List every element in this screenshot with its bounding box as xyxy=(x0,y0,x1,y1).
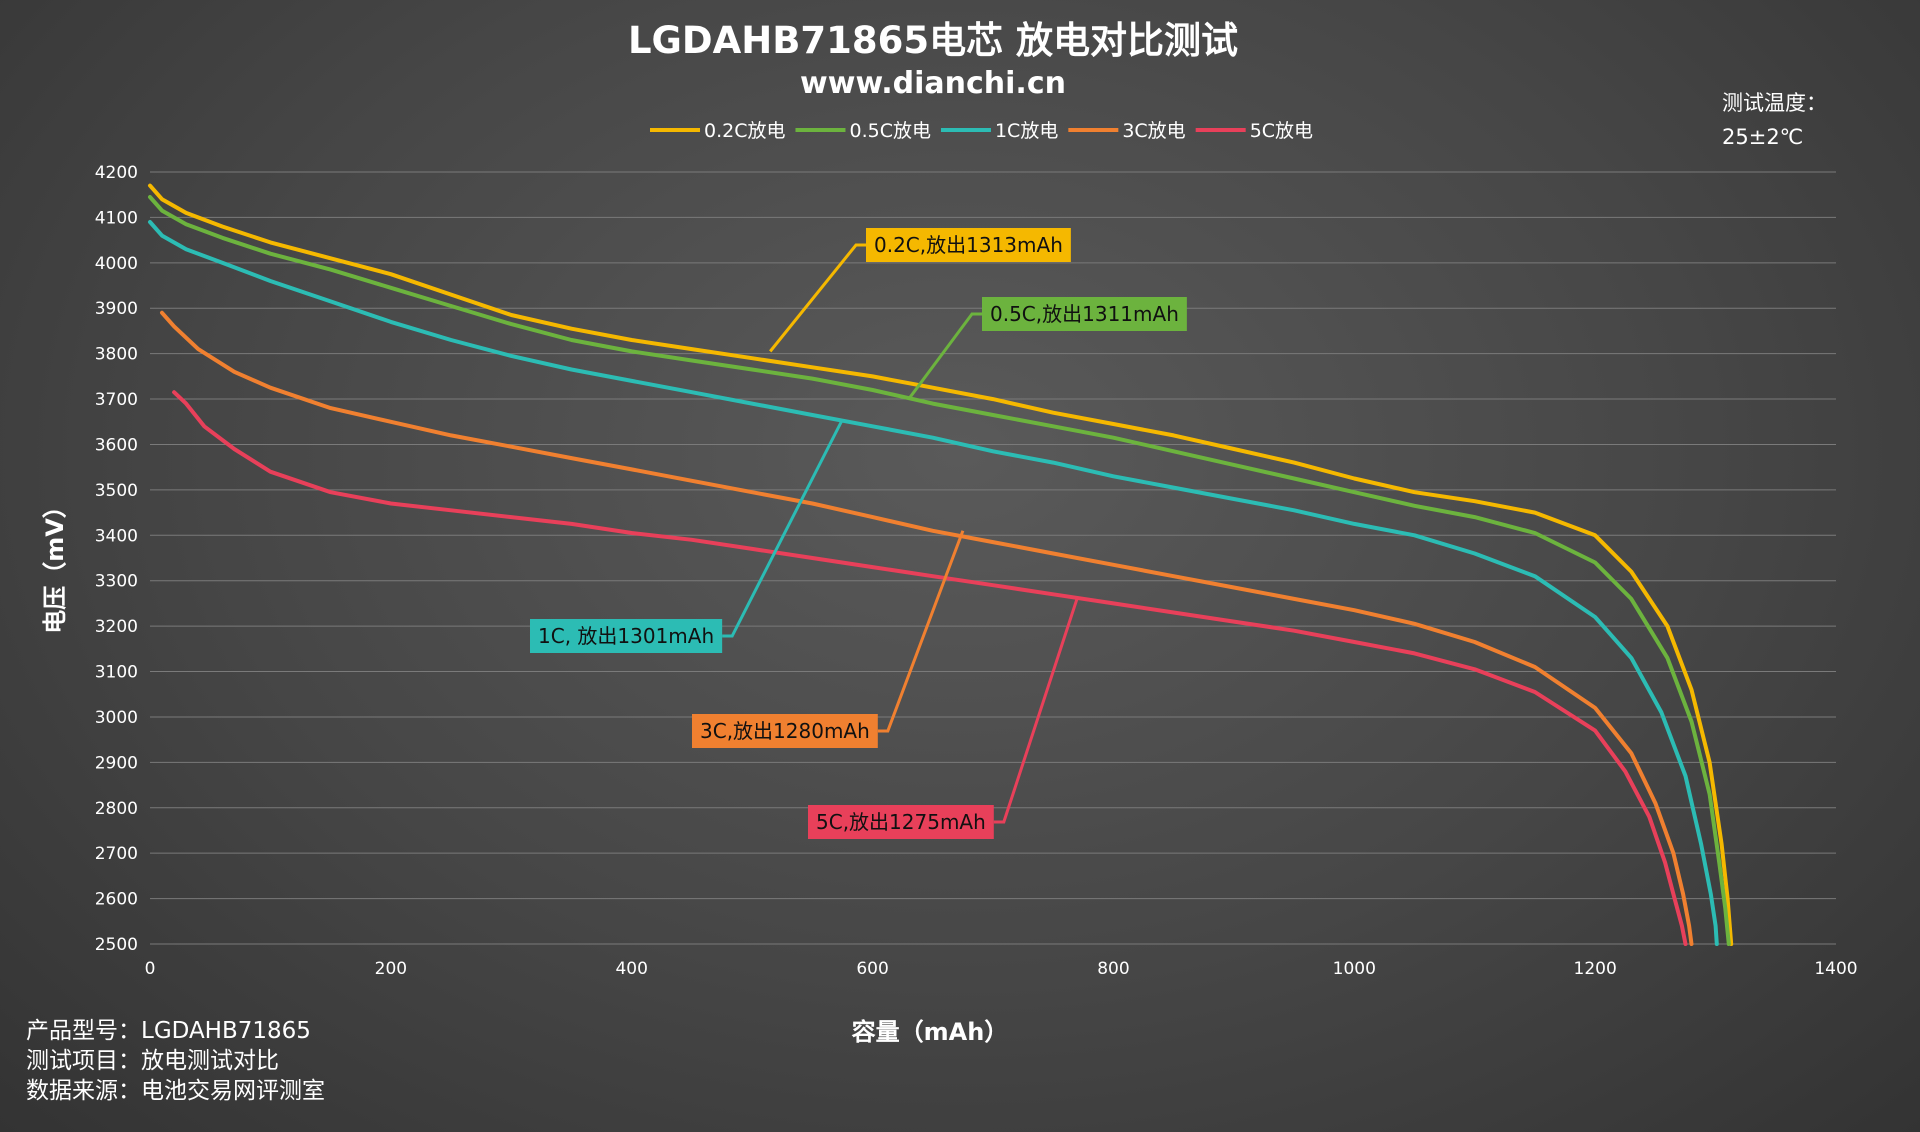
callout-2: 1C, 放出1301mAh xyxy=(530,418,844,653)
series-line-0 xyxy=(148,183,1734,946)
legend-label-1: 0.5C放电 xyxy=(849,120,930,142)
x-axis-ticks: 0 200 400 600 800 1000 1200 1400 xyxy=(145,959,1858,979)
chart-title: LGDAHB71865电芯 放电对比测试 xyxy=(628,19,1238,62)
series-line-2 xyxy=(148,220,1719,946)
callout-label: 0.2C,放出1313mAh xyxy=(874,233,1063,257)
y-tick-label: 3300 xyxy=(95,572,138,592)
callout-leader xyxy=(722,418,844,638)
callout-label: 0.5C,放出1311mAh xyxy=(990,302,1179,326)
chart-subtitle: www.dianchi.cn xyxy=(800,66,1066,101)
y-tick-label: 3400 xyxy=(95,526,138,546)
y-tick-label: 2700 xyxy=(95,844,138,864)
callout-box xyxy=(692,714,878,748)
y-tick-label: 3600 xyxy=(95,435,138,455)
callout-0: 0.2C,放出1313mAh xyxy=(769,228,1071,353)
y-tick-label: 3700 xyxy=(95,390,138,410)
series-line-1 xyxy=(148,195,1731,946)
legend: 0.2C放电 0.5C放电 1C放电 3C放电 5C放电 xyxy=(650,120,1313,142)
x-tick-label: 1200 xyxy=(1574,959,1617,979)
y-axis-ticks: 2500 2600 2700 2800 2900 3000 3100 3200 3300 3400… xyxy=(95,163,138,955)
y-tick-label: 2900 xyxy=(95,753,138,773)
x-tick-label: 600 xyxy=(856,959,888,979)
y-tick-label: 2800 xyxy=(95,799,138,819)
callouts: 0.2C,放出1313mAh 0.5C,放出1311mAh 1C, 放出1301mA… xyxy=(530,228,1187,839)
callout-leader xyxy=(993,597,1079,824)
y-tick-label: 4000 xyxy=(95,254,138,274)
callout-box xyxy=(982,297,1187,331)
x-tick-label: 200 xyxy=(375,959,407,979)
callout-label: 1C, 放出1301mAh xyxy=(538,624,714,648)
x-tick-label: 0 xyxy=(145,959,156,979)
test-item: 测试项目：放电测试对比 xyxy=(26,1048,279,1074)
y-tick-label: 2500 xyxy=(95,935,138,955)
x-tick-label: 1400 xyxy=(1814,959,1857,979)
y-tick-label: 3200 xyxy=(95,617,138,637)
callout-box xyxy=(866,228,1071,262)
y-tick-label: 3500 xyxy=(95,481,138,501)
y-tick-label: 3000 xyxy=(95,708,138,728)
legend-label-3: 3C放电 xyxy=(1122,120,1185,142)
y-tick-label: 3100 xyxy=(95,663,138,683)
legend-label-4: 5C放电 xyxy=(1250,120,1313,142)
callout-box xyxy=(530,619,723,653)
legend-label-0: 0.2C放电 xyxy=(704,120,785,142)
callout-3: 3C,放出1280mAh xyxy=(692,530,965,748)
callout-leader xyxy=(907,312,982,400)
y-tick-label: 4100 xyxy=(95,208,138,228)
callout-1: 0.5C,放出1311mAh xyxy=(907,297,1187,400)
y-tick-label: 4200 xyxy=(95,163,138,183)
y-axis-label: 电压（mV） xyxy=(41,494,69,634)
legend-label-2: 1C放电 xyxy=(995,120,1058,142)
x-axis-label: 容量（mAh） xyxy=(852,1018,1009,1046)
product-model: 产品型号：LGDAHB71865 xyxy=(26,1018,311,1044)
x-tick-label: 1000 xyxy=(1333,959,1376,979)
y-tick-label: 3800 xyxy=(95,345,138,365)
callout-leader xyxy=(877,530,965,733)
callout-leader xyxy=(769,243,866,353)
temperature-value: 25±2℃ xyxy=(1722,125,1803,149)
y-tick-label: 2600 xyxy=(95,890,138,910)
callout-label: 5C,放出1275mAh xyxy=(816,810,986,834)
series-line-4 xyxy=(172,390,1688,946)
callout-box xyxy=(808,805,994,839)
series-lines xyxy=(148,183,1734,946)
x-tick-label: 400 xyxy=(615,959,647,979)
series-line-3 xyxy=(160,310,1694,946)
data-source: 数据来源：电池交易网评测室 xyxy=(26,1078,325,1104)
callout-label: 3C,放出1280mAh xyxy=(700,719,870,743)
temperature-label: 测试温度： xyxy=(1722,91,1827,115)
x-tick-label: 800 xyxy=(1097,959,1129,979)
callout-4: 5C,放出1275mAh xyxy=(808,597,1079,839)
y-tick-label: 3900 xyxy=(95,299,138,319)
